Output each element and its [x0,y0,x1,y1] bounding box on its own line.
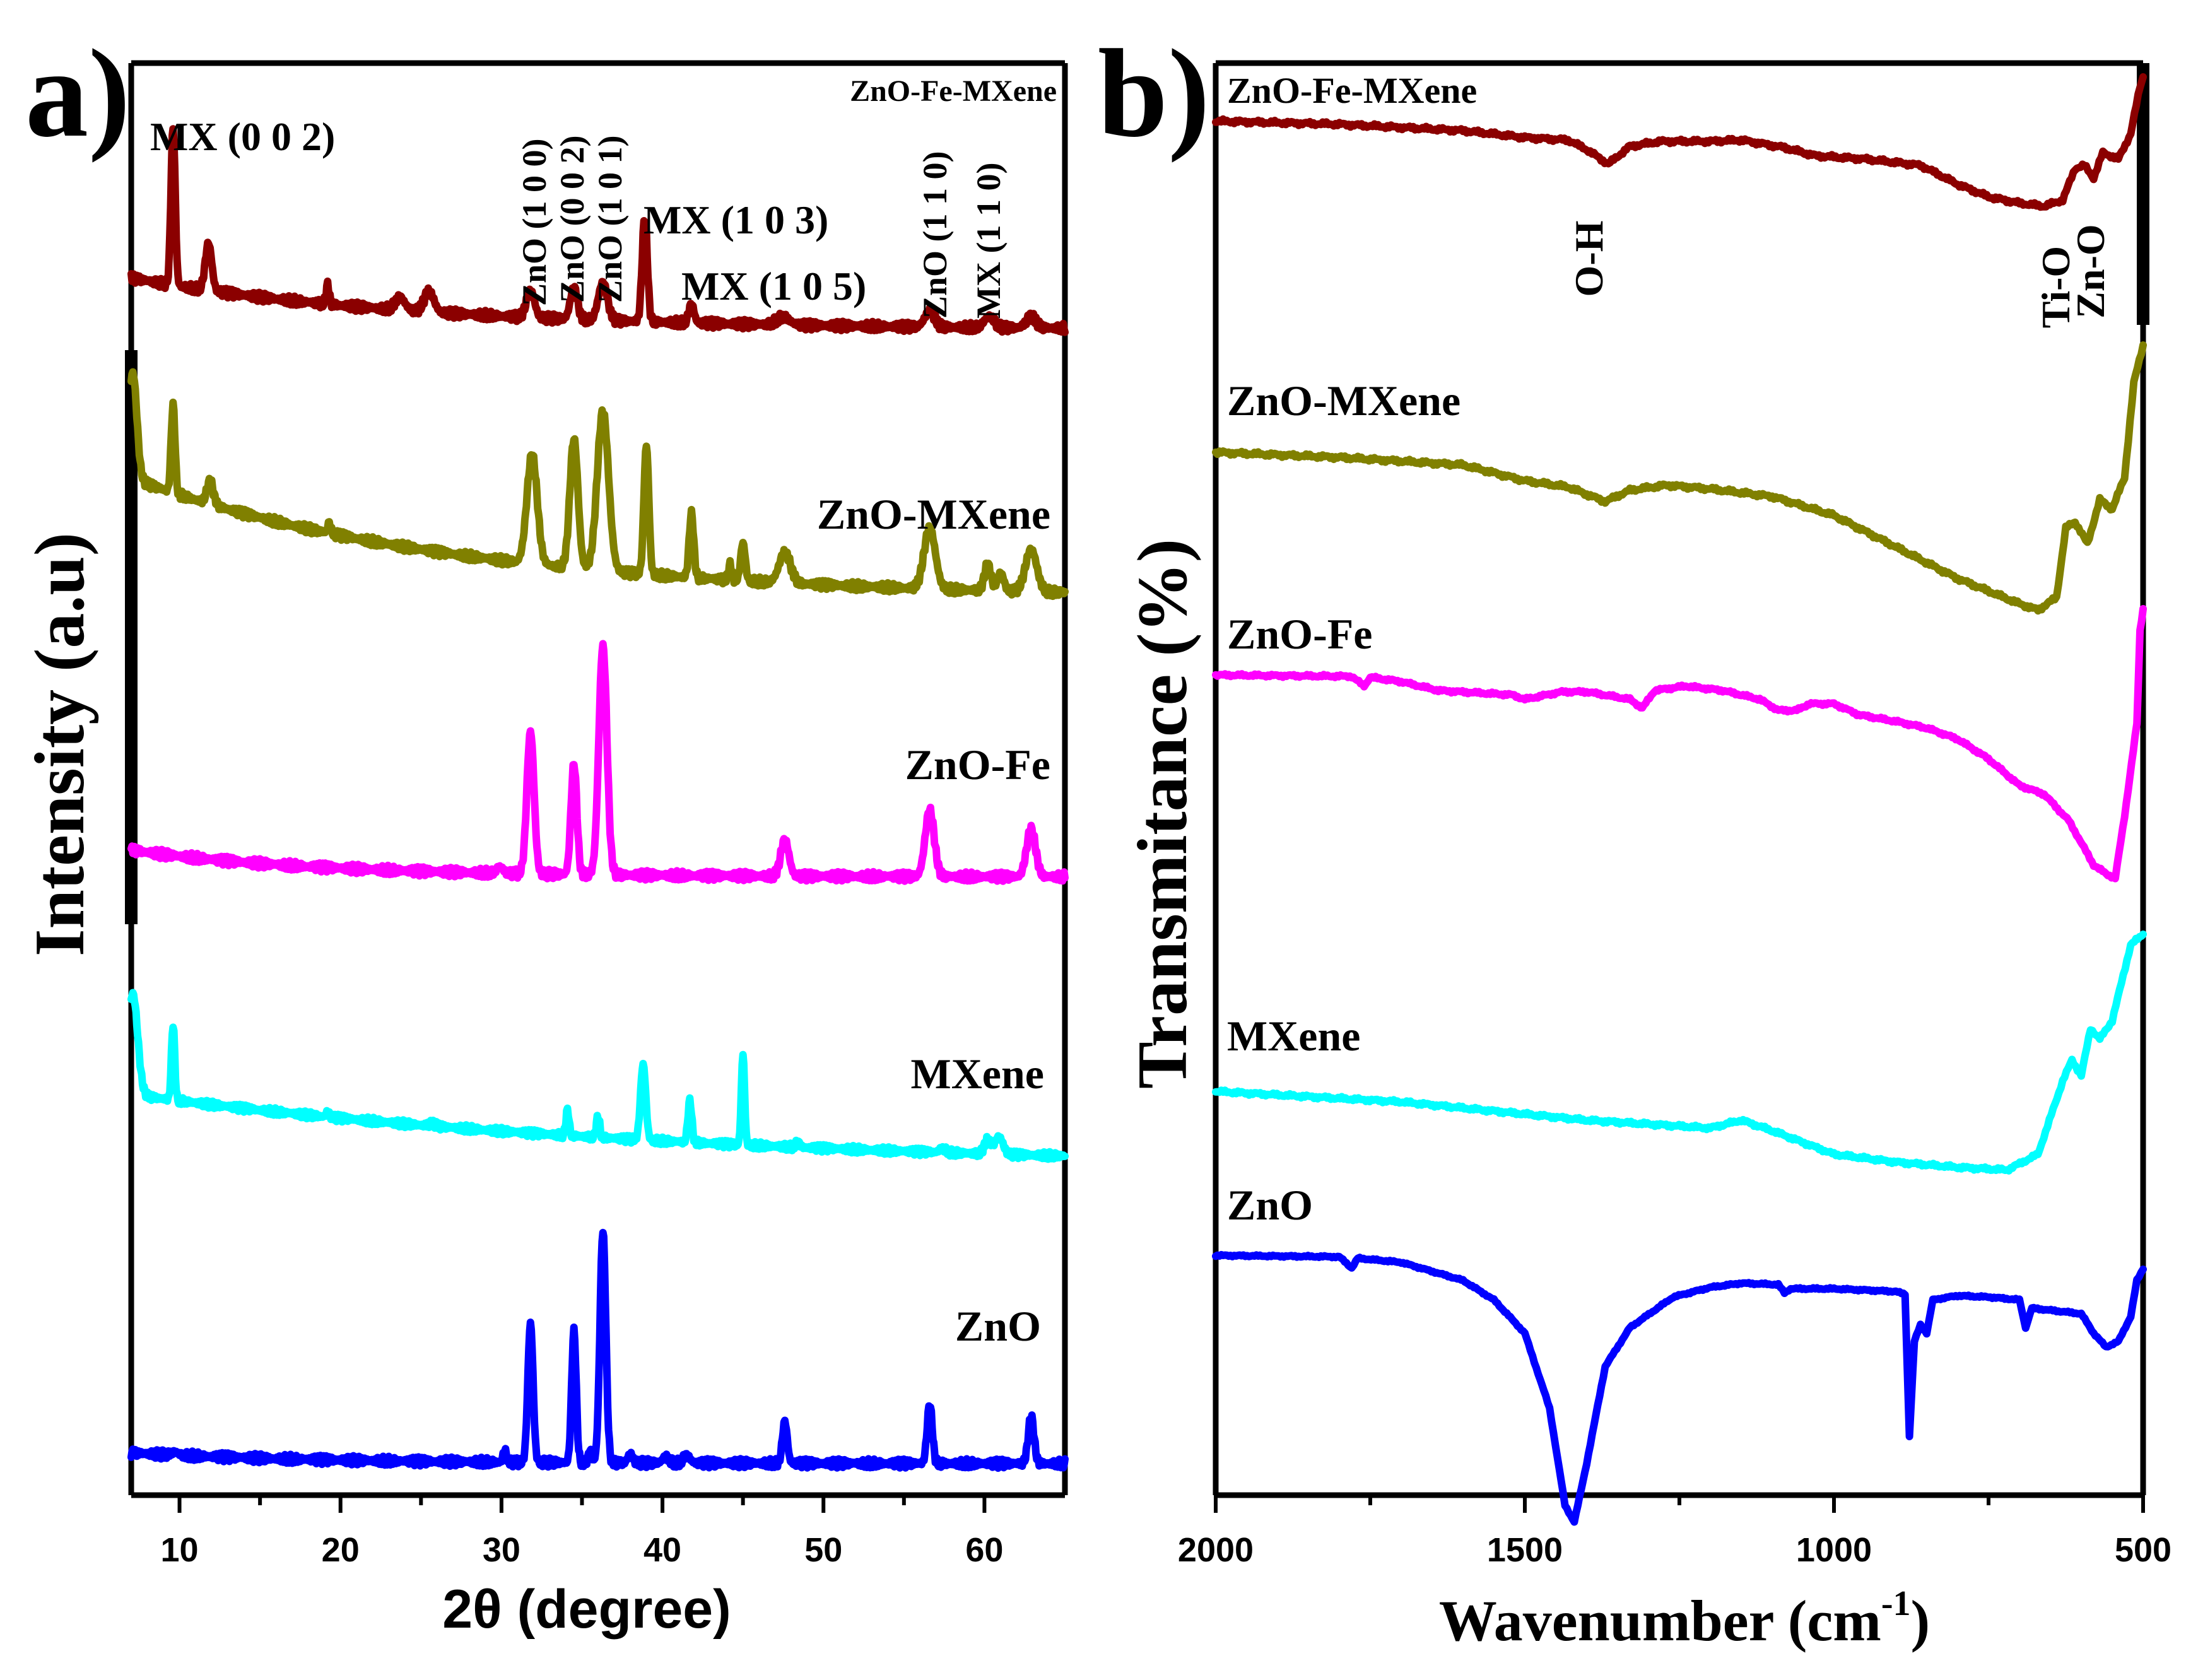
annotation-mx-103: MX (1 0 3) [643,197,828,242]
x-label-close: ) [1911,1589,1930,1653]
annotation-mx-105: MX (1 0 5) [681,264,866,308]
xrd-trace-zno-fe-mxene [127,125,1069,336]
annotation-o-h: O-H [1566,221,1611,297]
panel-a-traces [127,125,1069,1472]
a-x-tick-label: 20 [322,1531,360,1569]
series-label-zno-mxene-b: ZnO-MXene [1227,377,1460,425]
ftir-trace-zno-fe [1212,605,2147,883]
panel-b-ticks: 2000 1500 1000 500 [1178,1495,2171,1569]
annotation-zn-o: Zn-O [2068,224,2113,318]
panel-a: a) 10 20 30 40 50 60 ZnO-Fe-MXene Intensity (… [21,24,1069,1640]
a-x-tick-label: 10 [161,1531,199,1569]
b-x-tick-label: 1000 [1796,1531,1872,1569]
annotation-zno-002: ZnO (0 0 2) [553,135,591,303]
series-label-mxene-b: MXene [1227,1012,1360,1060]
series-label-zno-a: ZnO [955,1302,1041,1350]
annotation-ti-o: Ti-O [2033,246,2078,328]
xrd-trace-zno-fe [127,640,1069,885]
panel-a-x-axis-label: 2θ (degree) [442,1579,731,1640]
series-label-zno-b: ZnO [1227,1181,1313,1229]
x-label-main: Wavenumber (cm [1439,1589,1881,1653]
annotation-zno-110: ZnO (1 1 0) [916,151,954,319]
ftir-trace-zno-mxene [1212,341,2147,615]
annotation-mx-002: MX (0 0 2) [150,114,335,159]
ftir-trace-mxene [1212,931,2147,1175]
xrd-trace-mxene [127,989,1069,1163]
a-x-tick-label: 30 [483,1531,520,1569]
series-label-zno-fe-b: ZnO-Fe [1227,610,1372,658]
panel-a-ticks: 10 20 30 40 50 60 [161,1495,1003,1569]
panel-b-label: b) [1098,24,1210,163]
series-label-zno-mxene-a: ZnO-MXene [817,490,1050,538]
panel-b: b) 2000 1500 1000 500 Transmitance (%) Wave… [1098,24,2171,1653]
b-x-tick-label: 1500 [1487,1531,1563,1569]
a-x-tick-label: 50 [804,1531,842,1569]
a-x-tick-label: 60 [965,1531,1003,1569]
series-label-zno-fe-a: ZnO-Fe [905,741,1050,789]
panel-b-y-axis-label: Transmitance (%) [1124,539,1202,1089]
ftir-trace-zno-fe-mxene [1212,73,2147,211]
xrd-trace-zno [127,1228,1069,1472]
annotation-mx-110: MX (1 1 0) [970,163,1008,319]
annotation-zno-100: ZnO (1 0 0) [515,138,553,306]
panel-a-corner-label: ZnO-Fe-MXene [850,74,1057,108]
panel-b-traces [1212,73,2147,1526]
x-label-superscript: -1 [1881,1584,1911,1623]
xrd-trace-zno-mxene [127,368,1069,601]
b-x-tick-label: 500 [2115,1531,2171,1569]
series-label-zno-fe-mxene-b: ZnO-Fe-MXene [1227,70,1477,111]
series-label-mxene-a: MXene [911,1050,1044,1098]
b-x-tick-label: 2000 [1178,1531,1254,1569]
ftir-trace-zno [1212,1250,2147,1526]
panel-a-label: a) [25,24,131,163]
a-x-tick-label: 40 [643,1531,681,1569]
annotation-zno-101: ZnO (1 0 1) [591,135,629,303]
panel-b-x-axis-label: Wavenumber (cm-1) [1439,1584,1930,1653]
panel-a-y-axis-label: Intensity (a.u) [21,532,99,956]
